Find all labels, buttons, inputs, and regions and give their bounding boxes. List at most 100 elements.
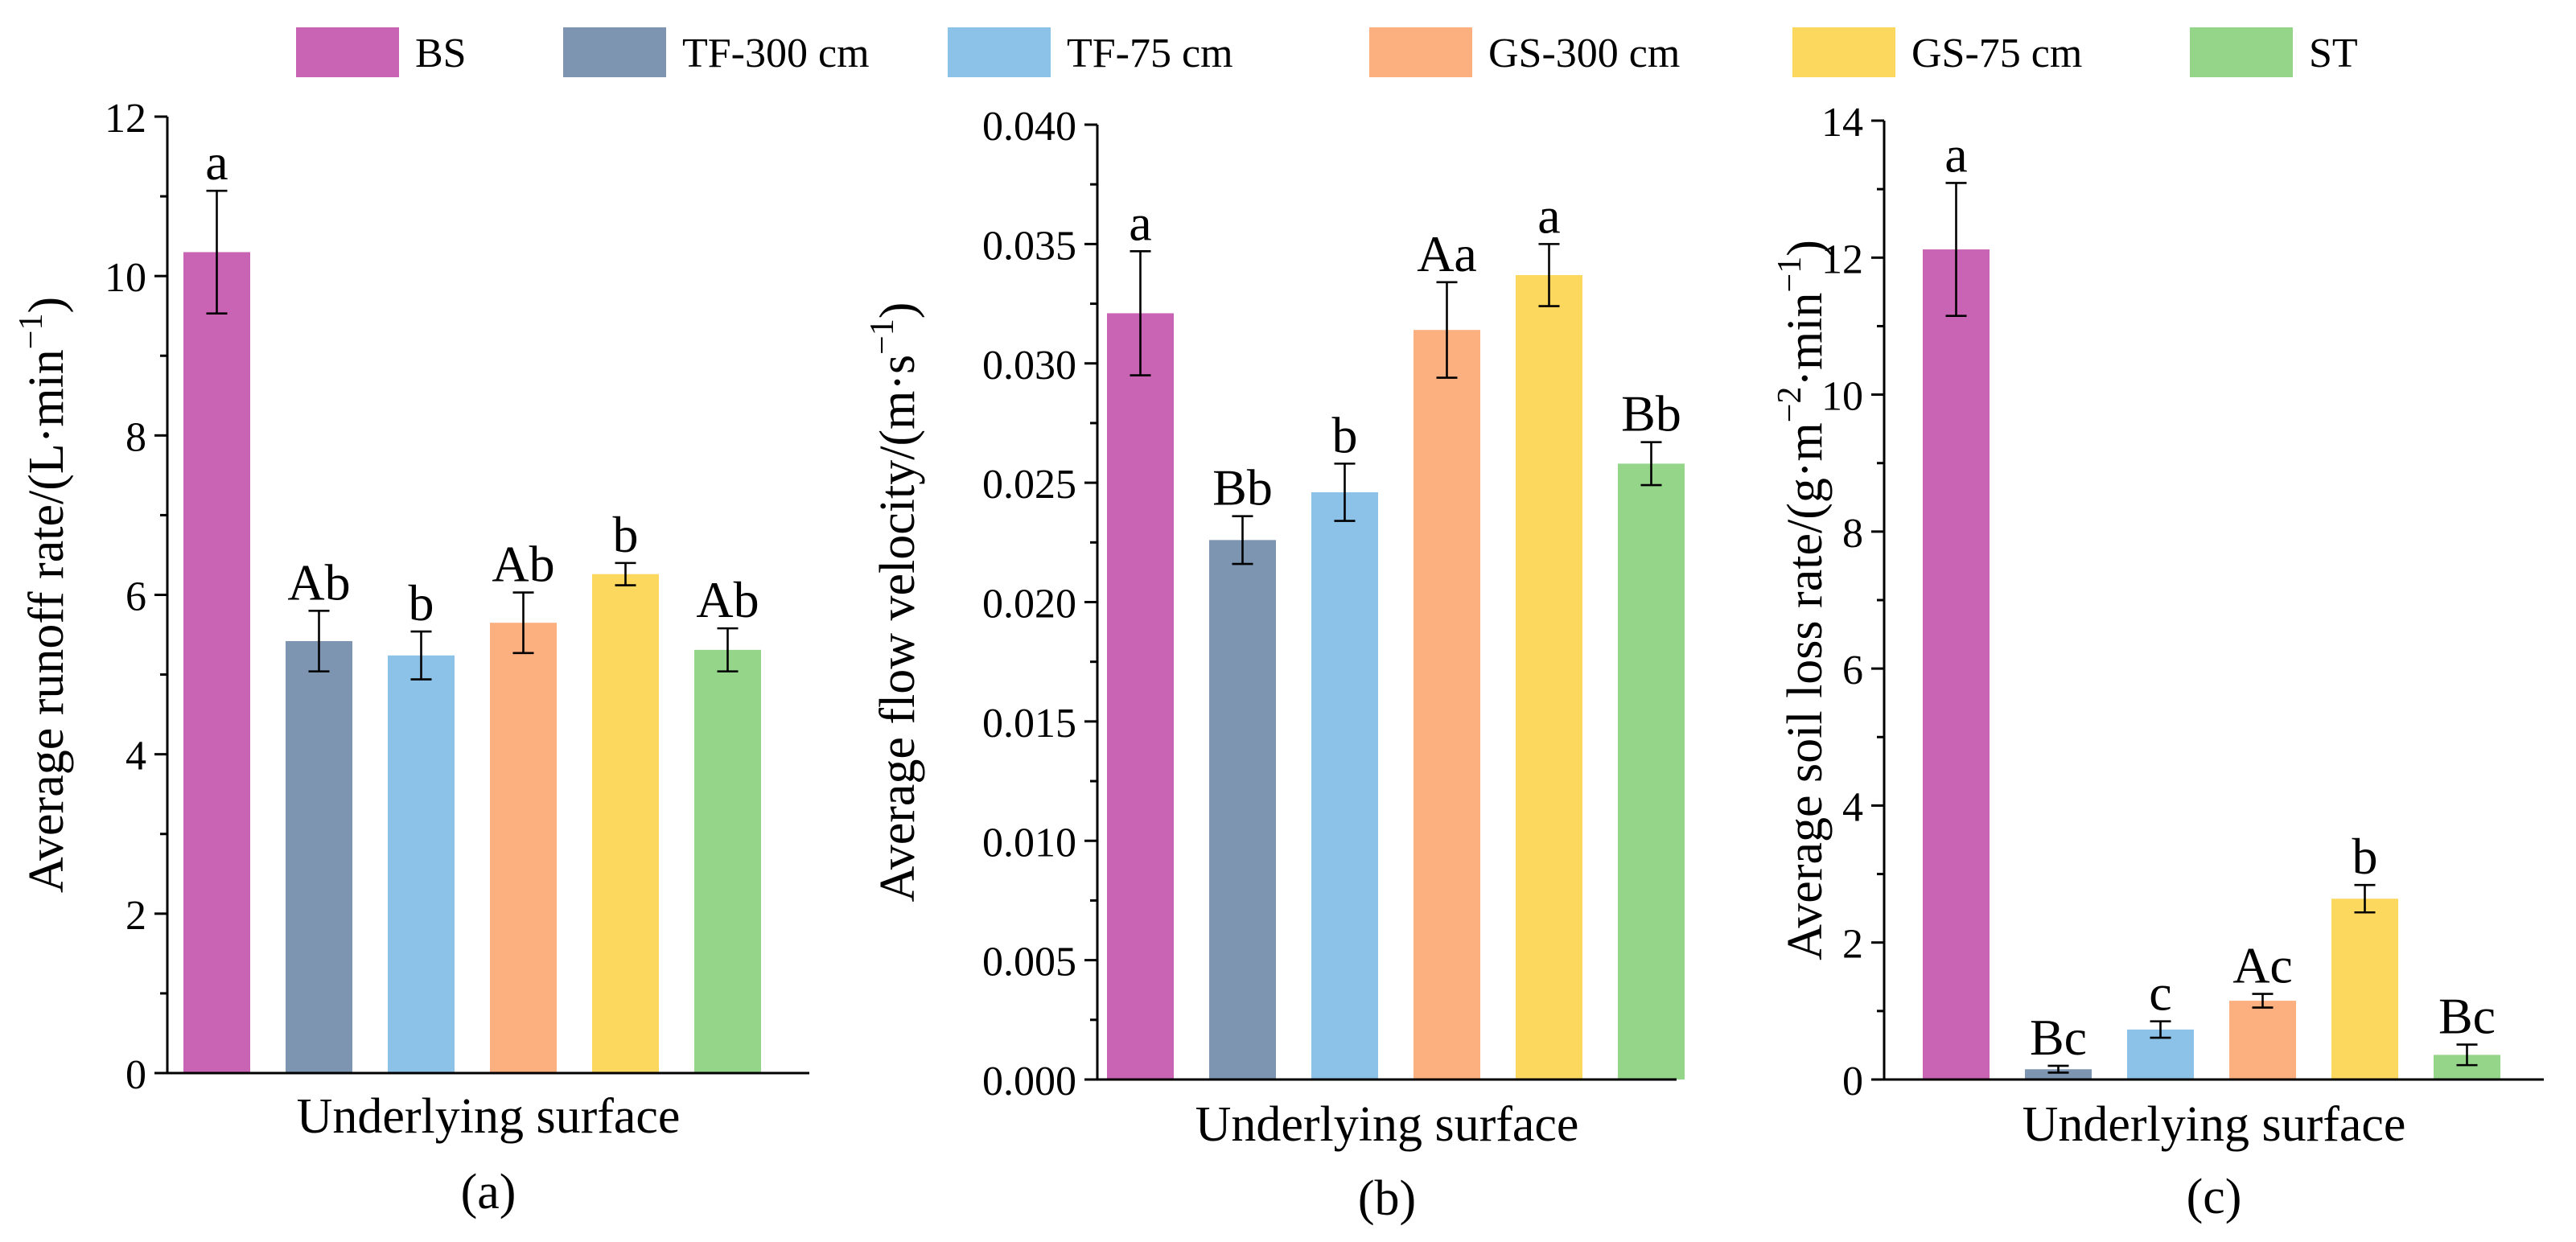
bar [1107,313,1174,1080]
error-bar [615,561,636,586]
significance-letter: Bc [2438,988,2496,1045]
legend-swatch [563,27,666,77]
y-axis-label: Average runoff rate/(L·min−1) [13,297,74,893]
bar [1311,491,1378,1080]
y-tick-label: 2 [126,893,146,939]
legend-swatch [2190,27,2293,77]
legend-label: TF-300 cm [682,31,870,76]
y-tick-label: 14 [1821,100,1863,146]
panel-label: (c) [2187,1170,2242,1224]
y-tick-label: 0.000 [982,1059,1076,1104]
error-bar [2456,1043,2478,1067]
legend-item: ST [2190,27,2358,77]
significance-letter: Bc [2030,1009,2087,1066]
error-bar [308,610,330,672]
bar [2025,1069,2092,1080]
panel-label: (b) [1358,1171,1416,1226]
y-tick-label: 0.035 [982,223,1076,269]
y-tick-label: 0 [126,1052,146,1098]
y-tick-label: 0.005 [982,940,1076,985]
y-tick-label: 10 [1821,374,1863,420]
error-bar [1538,243,1560,307]
bar [1209,540,1276,1080]
error-bar [1334,463,1356,522]
y-tick-label: 12 [105,96,146,142]
y-axis-label: Average soil loss rate/(g·m−2·min−1) [1772,240,1833,960]
axes-group: 0 2 4 6 8 10 12 [105,96,809,1098]
error-bar [1436,281,1458,379]
bar [1414,330,1480,1080]
legend-label: GS-75 cm [1911,31,2082,76]
legend-item: TF-300 cm [563,27,870,77]
bar [1923,249,1990,1080]
bar [1618,463,1685,1080]
legend-item: TF-75 cm [948,27,1233,77]
error-bar [1130,249,1151,376]
error-bar [512,591,534,655]
significance-letter: b [613,506,639,563]
bar [2331,899,2398,1080]
significance-letter: b [1332,406,1358,463]
legend-swatch [1792,27,1895,77]
bar [694,649,761,1073]
significance-letter: a [1537,187,1560,244]
significance-letter: c [2149,964,2171,1022]
y-tick-label: 0.025 [982,462,1076,508]
bars-group [1923,249,2500,1080]
significance-letter: b [2352,828,2378,885]
legend-swatch [1369,27,1472,77]
significance-letter: Aa [1417,225,1477,282]
significance-letter: Bb [1621,385,1681,442]
bar [286,640,352,1073]
bar [1516,274,1582,1080]
axes-group: 0 2 4 6 8 10 12 14 [1821,100,2544,1104]
legend-label: TF-75 cm [1067,31,1233,76]
bars-group [183,252,761,1074]
bar [592,574,659,1073]
legend-label: BS [415,31,467,76]
significance-letter: a [1944,125,1967,183]
legend: BS TF-300 cm TF-75 cm GS-300 cm GS-75 cm ST [296,27,2358,77]
y-tick-label: 0.030 [982,343,1076,389]
y-tick-label: 10 [105,255,146,301]
error-bar [1232,515,1253,565]
y-tick-label: 0.015 [982,701,1076,746]
significance-letter: Ab [696,571,759,628]
significance-letter: Ab [492,536,554,593]
y-tick-label: 0 [1842,1059,1863,1104]
significance-letter: b [409,574,434,631]
y-tick-label: 6 [126,574,146,620]
legend-item: BS [296,27,467,77]
y-tick-label: 4 [126,734,146,779]
y-tick-label: 2 [1842,922,1863,968]
chart-panel-c: a Bc c Ac b Bc 0 2 4 6 8 10 12 14 Average soil loss … [1772,100,2544,1224]
bar [388,655,455,1073]
legend-label: ST [2309,31,2358,76]
significance-letter: Ab [287,553,350,611]
error-bars-group [1130,243,1662,565]
error-bar [410,630,432,681]
legend-swatch [948,27,1051,77]
y-axis-label: Average flow velocity/(m·s−1) [864,302,925,903]
y-tick-label: 0.010 [982,820,1076,866]
bar [183,252,250,1074]
significance-letter: a [1129,194,1151,251]
axes-group: 0.000 0.005 0.010 0.015 0.020 0.025 0.030 0.035… [982,104,1677,1104]
y-tick-label: 8 [126,414,146,460]
legend-label: GS-300 cm [1488,31,1680,76]
significance-letter: a [205,134,228,191]
bars-group [1107,274,1685,1080]
significance-letters-group: a Bc c Ac b Bc [1944,125,2496,1065]
error-bars-group [206,189,739,681]
chart-panel-b: a Bb b Aa a Bb 0.000 0.005 0.010 0.015 0.020 0.025… [864,104,1685,1226]
y-tick-label: 0.020 [982,582,1076,627]
bar [2229,1001,2296,1080]
y-tick-label: 0.040 [982,104,1076,150]
error-bar [1640,441,1662,487]
significance-letter: Bb [1212,459,1273,516]
bar [490,623,557,1073]
y-tick-label: 6 [1842,648,1863,693]
